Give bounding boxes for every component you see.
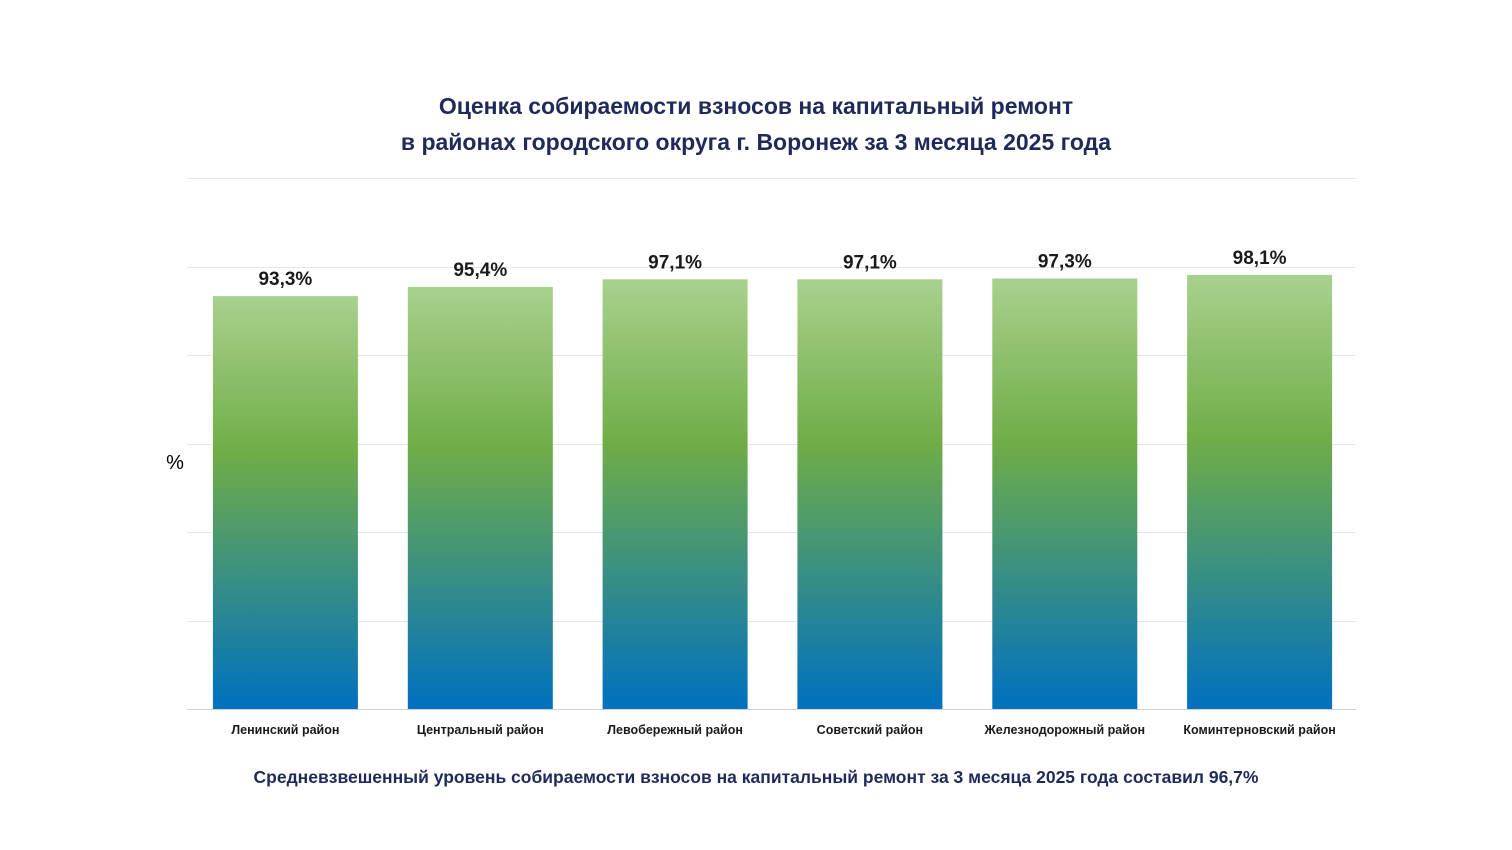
bar-value-label: 98,1% (1233, 248, 1287, 269)
category-label: Коминтерновский район (1183, 723, 1335, 737)
bar (992, 278, 1138, 709)
bar-value-label: 97,1% (843, 252, 897, 273)
bar (602, 279, 748, 709)
bar (797, 279, 943, 709)
gridlines (187, 178, 1356, 710)
bar (212, 296, 358, 709)
category-label: Левобережный район (607, 723, 743, 737)
chart-footnote: Средневзвешенный уровень собираемости вз… (253, 767, 1259, 787)
category-label: Центральный район (417, 723, 544, 737)
bar-value-label: 93,3% (258, 269, 312, 290)
bar-value-label: 97,1% (648, 252, 702, 273)
category-label: Железнодорожный район (984, 723, 1146, 737)
y-axis-label: % (166, 452, 184, 474)
category-label: Советский район (817, 723, 923, 737)
chart-title: Оценка собираемости взносов на капитальн… (438, 93, 1074, 119)
category-labels: Ленинский район Центральный район Левобере… (231, 723, 1335, 737)
bar (1187, 274, 1333, 709)
bars (212, 274, 1333, 709)
category-label: Ленинский район (231, 723, 339, 737)
bar (407, 286, 553, 709)
bar-value-label: 95,4% (453, 260, 507, 281)
chart-subtitle: в районах городского округа г. Воронеж з… (400, 129, 1112, 155)
bar-value-label: 97,3% (1038, 251, 1092, 272)
value-labels: 93,3% 95,4% 97,1% 97,1% 97,3% 98,1% (258, 248, 1286, 290)
